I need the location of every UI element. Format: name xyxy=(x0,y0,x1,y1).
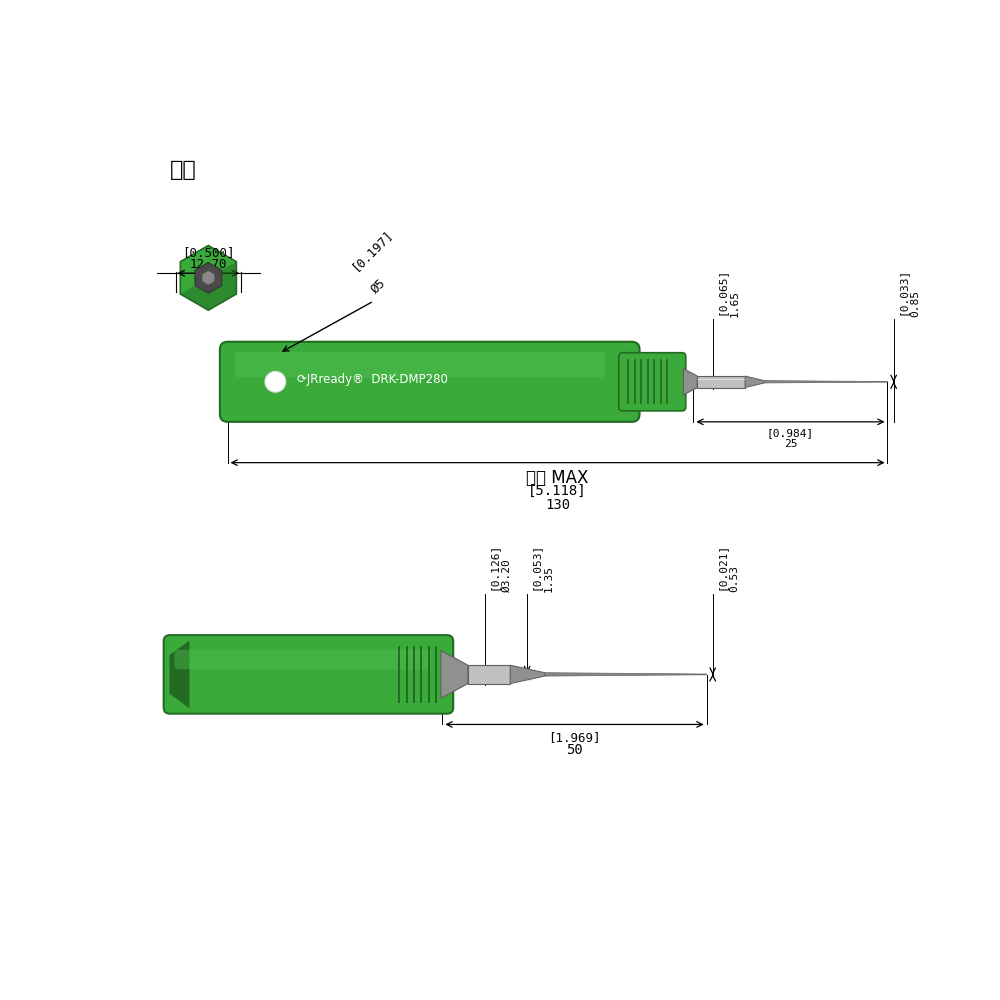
Polygon shape xyxy=(441,651,468,698)
Polygon shape xyxy=(170,641,189,708)
Polygon shape xyxy=(697,376,745,388)
FancyBboxPatch shape xyxy=(174,650,431,669)
Text: 对边: 对边 xyxy=(170,160,197,180)
Text: 130: 130 xyxy=(545,498,570,512)
FancyBboxPatch shape xyxy=(220,342,640,422)
FancyBboxPatch shape xyxy=(619,353,686,411)
Polygon shape xyxy=(545,673,707,676)
Text: 总长 MAX: 总长 MAX xyxy=(526,469,589,487)
Text: [0.053]: [0.053] xyxy=(531,542,541,590)
Text: [0.500]: [0.500] xyxy=(182,246,235,259)
Polygon shape xyxy=(180,262,236,310)
Polygon shape xyxy=(683,369,697,395)
Text: ⟳JRready®  DRK-DMP280: ⟳JRready® DRK-DMP280 xyxy=(297,373,448,386)
Text: [0.065]: [0.065] xyxy=(717,268,727,315)
Text: 25: 25 xyxy=(784,439,797,449)
Polygon shape xyxy=(180,246,236,310)
Text: [0.126]: [0.126] xyxy=(489,542,499,590)
Polygon shape xyxy=(195,262,222,293)
Text: [0.197]: [0.197] xyxy=(348,227,395,273)
Text: Ø3.20: Ø3.20 xyxy=(502,558,512,592)
Text: 50: 50 xyxy=(566,743,583,757)
Text: 0.53: 0.53 xyxy=(730,565,740,592)
Text: Ø5: Ø5 xyxy=(369,276,388,296)
Polygon shape xyxy=(202,271,214,285)
Text: 0.85: 0.85 xyxy=(911,290,921,317)
Polygon shape xyxy=(468,665,510,684)
Text: 12.70: 12.70 xyxy=(190,258,227,271)
FancyBboxPatch shape xyxy=(164,635,453,714)
Text: [0.033]: [0.033] xyxy=(898,268,908,315)
Text: [0.984]: [0.984] xyxy=(767,428,814,438)
Circle shape xyxy=(265,371,286,392)
FancyBboxPatch shape xyxy=(235,352,605,378)
Text: [1.969]: [1.969] xyxy=(548,731,601,744)
Text: 1.65: 1.65 xyxy=(730,290,740,317)
Polygon shape xyxy=(745,376,764,388)
Polygon shape xyxy=(510,665,545,684)
Text: [0.021]: [0.021] xyxy=(717,542,727,590)
Text: [5.118]: [5.118] xyxy=(528,484,587,498)
Polygon shape xyxy=(764,381,887,383)
Text: 1.35: 1.35 xyxy=(544,565,554,592)
